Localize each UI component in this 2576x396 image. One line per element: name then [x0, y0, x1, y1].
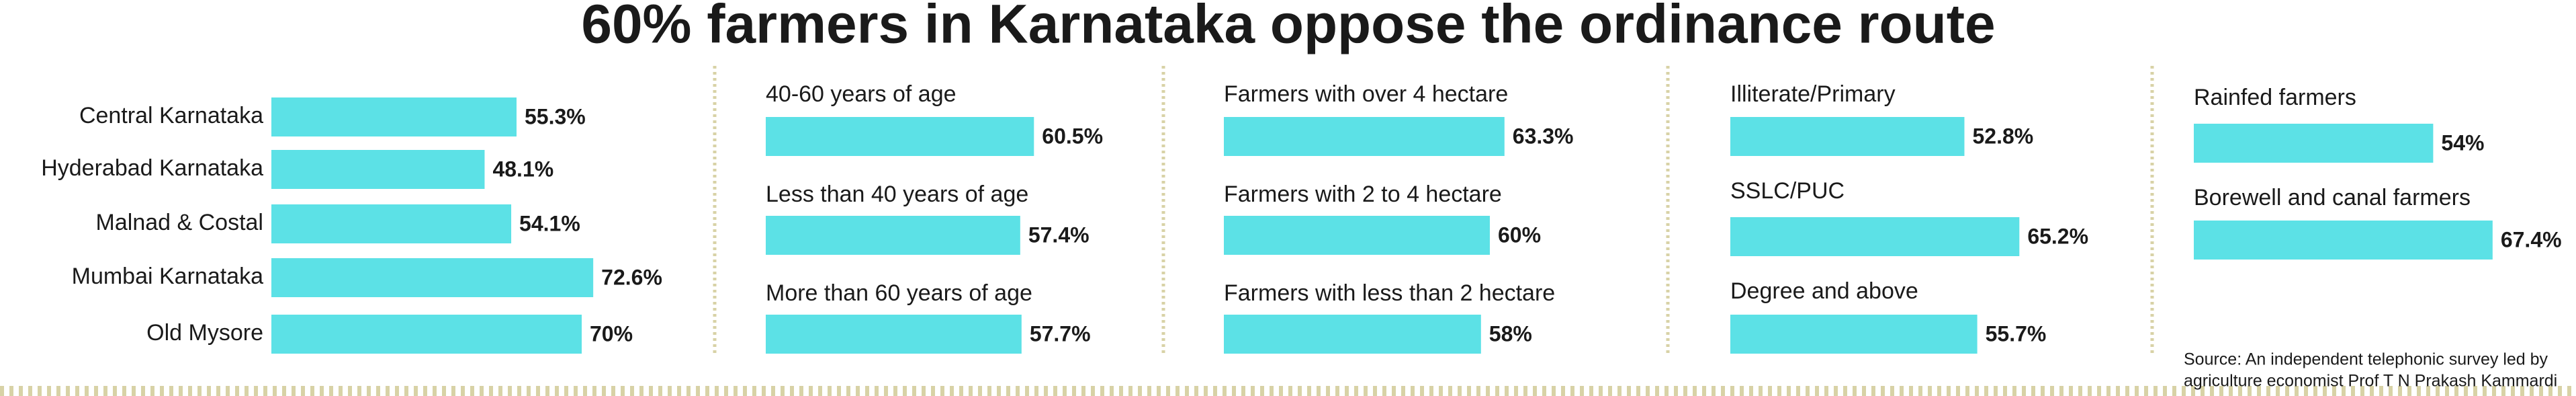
value-label: 54.1% [519, 211, 580, 235]
bar [1730, 315, 1978, 354]
category-label: Farmers with less than 2 hectare [1224, 280, 1555, 306]
value-label: 67.4% [2501, 227, 2562, 251]
value-label: 65.2% [2027, 224, 2088, 248]
value-label: 54% [2441, 130, 2484, 155]
category-label: Illiterate/Primary [1730, 81, 1896, 107]
value-label: 57.4% [1028, 223, 1090, 247]
bar [1224, 315, 1481, 354]
bar [1224, 216, 1490, 255]
value-label: 57.7% [1030, 321, 1091, 346]
category-label: Mumbai Karnataka [72, 264, 263, 289]
bar [271, 204, 512, 243]
category-label: SSLC/PUC [1730, 178, 1845, 204]
value-label: 58% [1489, 321, 1532, 346]
bar [2194, 221, 2493, 260]
bar [766, 216, 1020, 255]
bar [2194, 124, 2434, 163]
category-label: Farmers with over 4 hectare [1224, 81, 1508, 107]
value-label: 48.1% [492, 157, 553, 181]
category-label: More than 60 years of age [766, 280, 1032, 306]
source: agriculture economist Prof T N Prakash K… [2184, 372, 2557, 391]
category-label: Central Karnataka [79, 103, 263, 128]
bottom-border [0, 386, 2576, 396]
bar [271, 315, 582, 354]
category-label: Degree and above [1730, 278, 1918, 304]
category-label: Rainfed farmers [2194, 85, 2356, 110]
value-label: 60% [1498, 223, 1541, 247]
bar [1224, 117, 1505, 156]
category-label: Malnad & Costal [96, 210, 263, 235]
value-label: 72.6% [601, 265, 662, 289]
category-label: Old Mysore [146, 320, 263, 346]
bar [1730, 117, 1965, 156]
value-label: 52.8% [1972, 124, 2033, 148]
value-label: 55.3% [525, 104, 586, 128]
value-label: 70% [590, 321, 633, 346]
category-label: Farmers with 2 to 4 hectare [1224, 182, 1502, 207]
category-label: Hyderabad Karnataka [41, 155, 263, 181]
category-label: 40-60 years of age [766, 81, 957, 107]
bar [271, 258, 594, 297]
category-label: Borewell and canal farmers [2194, 185, 2471, 210]
bar [271, 150, 485, 189]
category-label: Less than 40 years of age [766, 182, 1028, 207]
source: Source: An independent telephonic survey… [2184, 350, 2548, 369]
bar [766, 117, 1034, 156]
bar [766, 315, 1022, 354]
value-label: 55.7% [1986, 321, 2047, 346]
bar [1730, 217, 2020, 256]
bar [271, 97, 517, 136]
value-label: 63.3% [1513, 124, 1574, 148]
value-label: 60.5% [1042, 124, 1103, 148]
title: 60% farmers in Karnataka oppose the ordi… [581, 0, 1995, 55]
